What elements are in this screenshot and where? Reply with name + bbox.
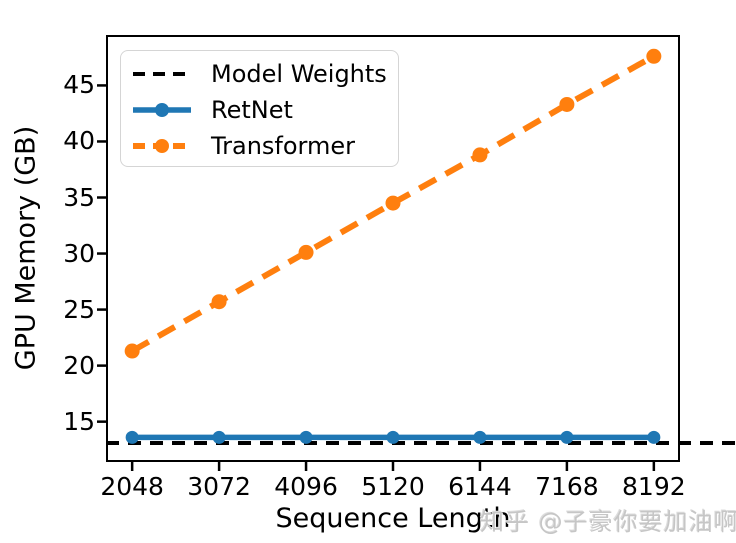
plot-area	[106, 35, 680, 462]
legend-label: RetNet	[211, 96, 293, 124]
legend: Model Weights RetNet Transformer	[120, 50, 399, 167]
line-marker-sample-icon	[133, 103, 191, 117]
legend-item-transformer: Transformer	[131, 128, 398, 164]
legend-item-model-weights: Model Weights	[131, 56, 398, 92]
data-point-marker	[125, 430, 139, 444]
x-axis-label: Sequence Length	[275, 503, 511, 534]
legend-label: Model Weights	[211, 60, 387, 88]
dashed-line-marker-sample-icon	[133, 139, 191, 153]
x-tick-label: 6144	[448, 472, 512, 501]
data-point-marker	[473, 430, 487, 444]
data-point-marker	[211, 294, 227, 310]
data-point-marker	[647, 430, 661, 444]
data-point-marker	[646, 48, 662, 64]
data-point-marker	[559, 96, 575, 112]
data-point-marker	[212, 430, 226, 444]
data-point-marker	[299, 430, 313, 444]
x-tick-label: 2048	[100, 472, 164, 501]
legend-label: Transformer	[211, 132, 356, 160]
data-point-marker	[298, 244, 314, 260]
data-point-marker	[560, 430, 574, 444]
x-tick-label: 8192	[622, 472, 686, 501]
legend-sample-marker	[155, 139, 169, 153]
data-point-marker	[124, 343, 140, 359]
y-tick-label: 20	[63, 350, 95, 380]
y-tick-label: 25	[63, 294, 95, 324]
y-tick-label: 30	[63, 238, 95, 268]
x-tick-label: 4096	[274, 472, 338, 501]
data-point-marker	[386, 430, 400, 444]
data-point-marker	[472, 147, 488, 163]
legend-sample-marker	[155, 103, 169, 117]
x-tick-label: 5120	[361, 472, 425, 501]
y-tick-label: 35	[63, 182, 95, 212]
x-tick-label: 3072	[187, 472, 251, 501]
data-point-marker	[385, 195, 401, 211]
y-tick-label: 45	[63, 70, 95, 100]
y-tick-label: 40	[63, 126, 95, 156]
y-tick-label: 15	[63, 406, 95, 436]
dashed-line-sample-icon	[133, 72, 191, 76]
legend-item-retnet: RetNet	[131, 92, 398, 128]
watermark: 知乎 @子豪你要加油啊	[480, 508, 736, 536]
x-tick-label: 7168	[535, 472, 599, 501]
y-axis-label: GPU Memory (GB)	[10, 125, 42, 371]
